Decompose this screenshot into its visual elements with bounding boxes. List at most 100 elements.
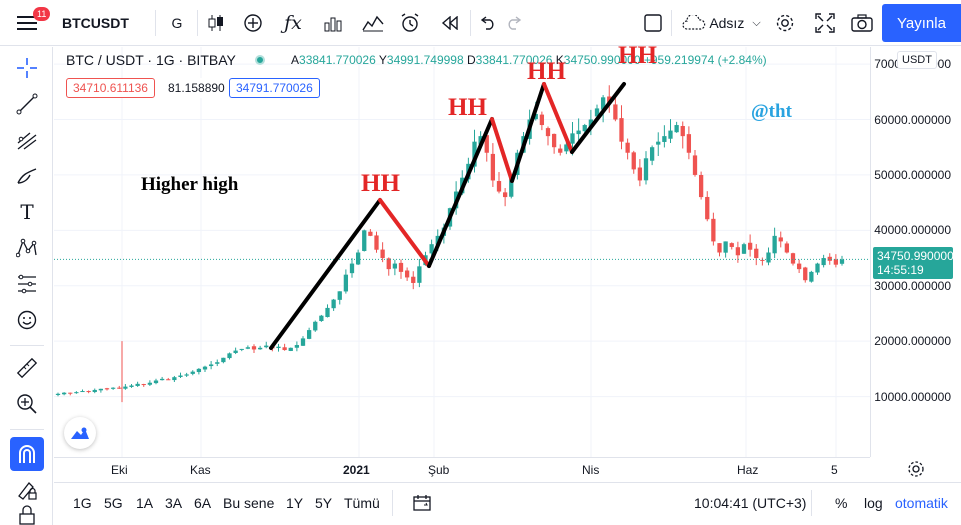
hh-label-2[interactable]: HH xyxy=(448,94,487,121)
bid-price-button[interactable]: 34710.611136 xyxy=(66,78,155,98)
range-3m[interactable]: 3A xyxy=(165,495,183,511)
smiley-icon[interactable] xyxy=(10,303,44,337)
camera-icon[interactable] xyxy=(848,0,876,46)
candle-body xyxy=(374,235,379,250)
hh-label-4[interactable]: HH xyxy=(618,42,657,69)
candle-body xyxy=(398,262,404,272)
candle-body xyxy=(417,266,422,283)
candle-body xyxy=(74,392,79,394)
candle-body xyxy=(172,377,177,381)
symbol-legend[interactable]: BTC / USDT · 1G · BITBAY xyxy=(66,52,266,68)
range-1y[interactable]: 1Y xyxy=(286,495,304,511)
trend-line-up[interactable] xyxy=(510,82,546,183)
low-label: D xyxy=(467,53,476,67)
candle-body xyxy=(362,230,367,251)
candle-body xyxy=(827,256,832,261)
ruler-icon[interactable] xyxy=(10,351,44,385)
candle-body xyxy=(202,366,208,370)
replay-icon[interactable] xyxy=(437,0,463,46)
auto-scale-toggle[interactable]: otomatik xyxy=(895,495,948,511)
hh-label-3[interactable]: HH xyxy=(527,58,566,85)
candlestick-chart[interactable] xyxy=(54,47,870,457)
hh-label-1[interactable]: HH xyxy=(361,170,400,197)
trend-line-up[interactable] xyxy=(269,198,382,350)
fullscreen-icon[interactable] xyxy=(811,0,839,46)
trend-line-down[interactable] xyxy=(378,198,431,268)
candle-body xyxy=(839,259,845,264)
undo-icon[interactable] xyxy=(474,0,500,46)
watermark-text[interactable]: @tht xyxy=(751,101,792,122)
trend-line-down[interactable] xyxy=(542,82,574,154)
candles-icon[interactable] xyxy=(203,0,229,46)
range-1d[interactable]: 1G xyxy=(73,495,92,511)
zoom-in-icon[interactable] xyxy=(10,387,44,421)
range-1m[interactable]: 1A xyxy=(136,495,154,511)
percent-scale-toggle[interactable]: % xyxy=(835,495,848,511)
trend-line-icon[interactable] xyxy=(10,87,44,121)
higher-high-label[interactable]: Higher high xyxy=(141,174,239,195)
chart-pane[interactable] xyxy=(54,47,870,457)
price-tick: 40000.000000 xyxy=(874,223,951,238)
candle-body xyxy=(747,242,753,250)
redo-icon[interactable] xyxy=(502,0,528,46)
time-axis[interactable]: Eki Kas 2021 Şub Nis Haz 5 xyxy=(54,457,870,481)
candle-body xyxy=(643,158,649,181)
candle-body xyxy=(386,258,391,270)
select-layout-icon[interactable] xyxy=(640,0,666,46)
chevron-down-icon: ⌵ xyxy=(752,16,761,29)
candle-body xyxy=(435,235,440,245)
range-5d[interactable]: 5G xyxy=(104,495,123,511)
range-all[interactable]: Tümü xyxy=(344,495,380,511)
clock-timezone[interactable]: 10:04:41 (UTC+3) xyxy=(694,495,807,511)
candle-body xyxy=(698,175,704,198)
currency-label[interactable]: USDT xyxy=(897,51,937,69)
templates-icon[interactable] xyxy=(320,0,346,46)
pitchfork-icon[interactable] xyxy=(10,123,44,157)
log-scale-toggle[interactable]: log xyxy=(864,495,883,511)
candle-body xyxy=(509,174,514,197)
candle-body xyxy=(86,391,91,393)
lock-icon[interactable] xyxy=(10,505,44,525)
candle-body xyxy=(55,393,61,395)
candle-body xyxy=(680,126,685,137)
brush-icon[interactable] xyxy=(10,159,44,193)
candle-body xyxy=(478,136,483,145)
symbol-search[interactable]: BTCUSDT xyxy=(62,15,129,31)
publish-button[interactable]: Yayınla xyxy=(882,4,961,42)
settings-icon[interactable] xyxy=(771,0,799,46)
layout-name-menu[interactable]: Adsız ⌵ xyxy=(676,0,766,46)
add-indicator-icon[interactable] xyxy=(240,0,266,46)
axis-settings-icon[interactable] xyxy=(906,459,926,479)
candle-body xyxy=(809,271,814,282)
alert-icon[interactable] xyxy=(396,0,424,46)
date-range-icon[interactable] xyxy=(413,494,431,515)
lock-drawings-icon[interactable] xyxy=(10,473,44,507)
menu-icon[interactable] xyxy=(10,0,44,46)
trend-line-down[interactable] xyxy=(490,117,514,183)
price-tick: 50000.000000 xyxy=(874,167,951,182)
candle-body xyxy=(600,97,606,110)
interval-selector[interactable]: G xyxy=(171,15,183,31)
range-5y[interactable]: 5Y xyxy=(315,495,333,511)
ask-price-button[interactable]: 34791.770026 xyxy=(229,78,320,98)
function-icon[interactable]: ƒx xyxy=(284,12,302,34)
candle-body xyxy=(300,338,306,346)
magnet-icon[interactable] xyxy=(10,437,44,471)
text-tool-icon[interactable]: T xyxy=(20,200,34,224)
tradingview-logo[interactable] xyxy=(64,417,96,449)
time-tick: 5 xyxy=(831,463,838,477)
trend-line-up[interactable] xyxy=(570,82,626,154)
candle-body xyxy=(141,384,146,386)
compare-icon[interactable] xyxy=(360,0,386,46)
candle-body xyxy=(80,391,85,393)
trend-line-up[interactable] xyxy=(427,117,494,268)
range-ytd[interactable]: Bu sene xyxy=(223,495,275,511)
range-6m[interactable]: 6A xyxy=(194,495,212,511)
prediction-icon[interactable] xyxy=(10,267,44,301)
candle-body xyxy=(325,307,330,318)
pattern-icon[interactable] xyxy=(10,231,44,265)
candle-body xyxy=(784,243,790,253)
candle-body xyxy=(61,392,67,395)
crosshair-icon[interactable] xyxy=(10,51,44,85)
candle-body xyxy=(166,379,171,381)
